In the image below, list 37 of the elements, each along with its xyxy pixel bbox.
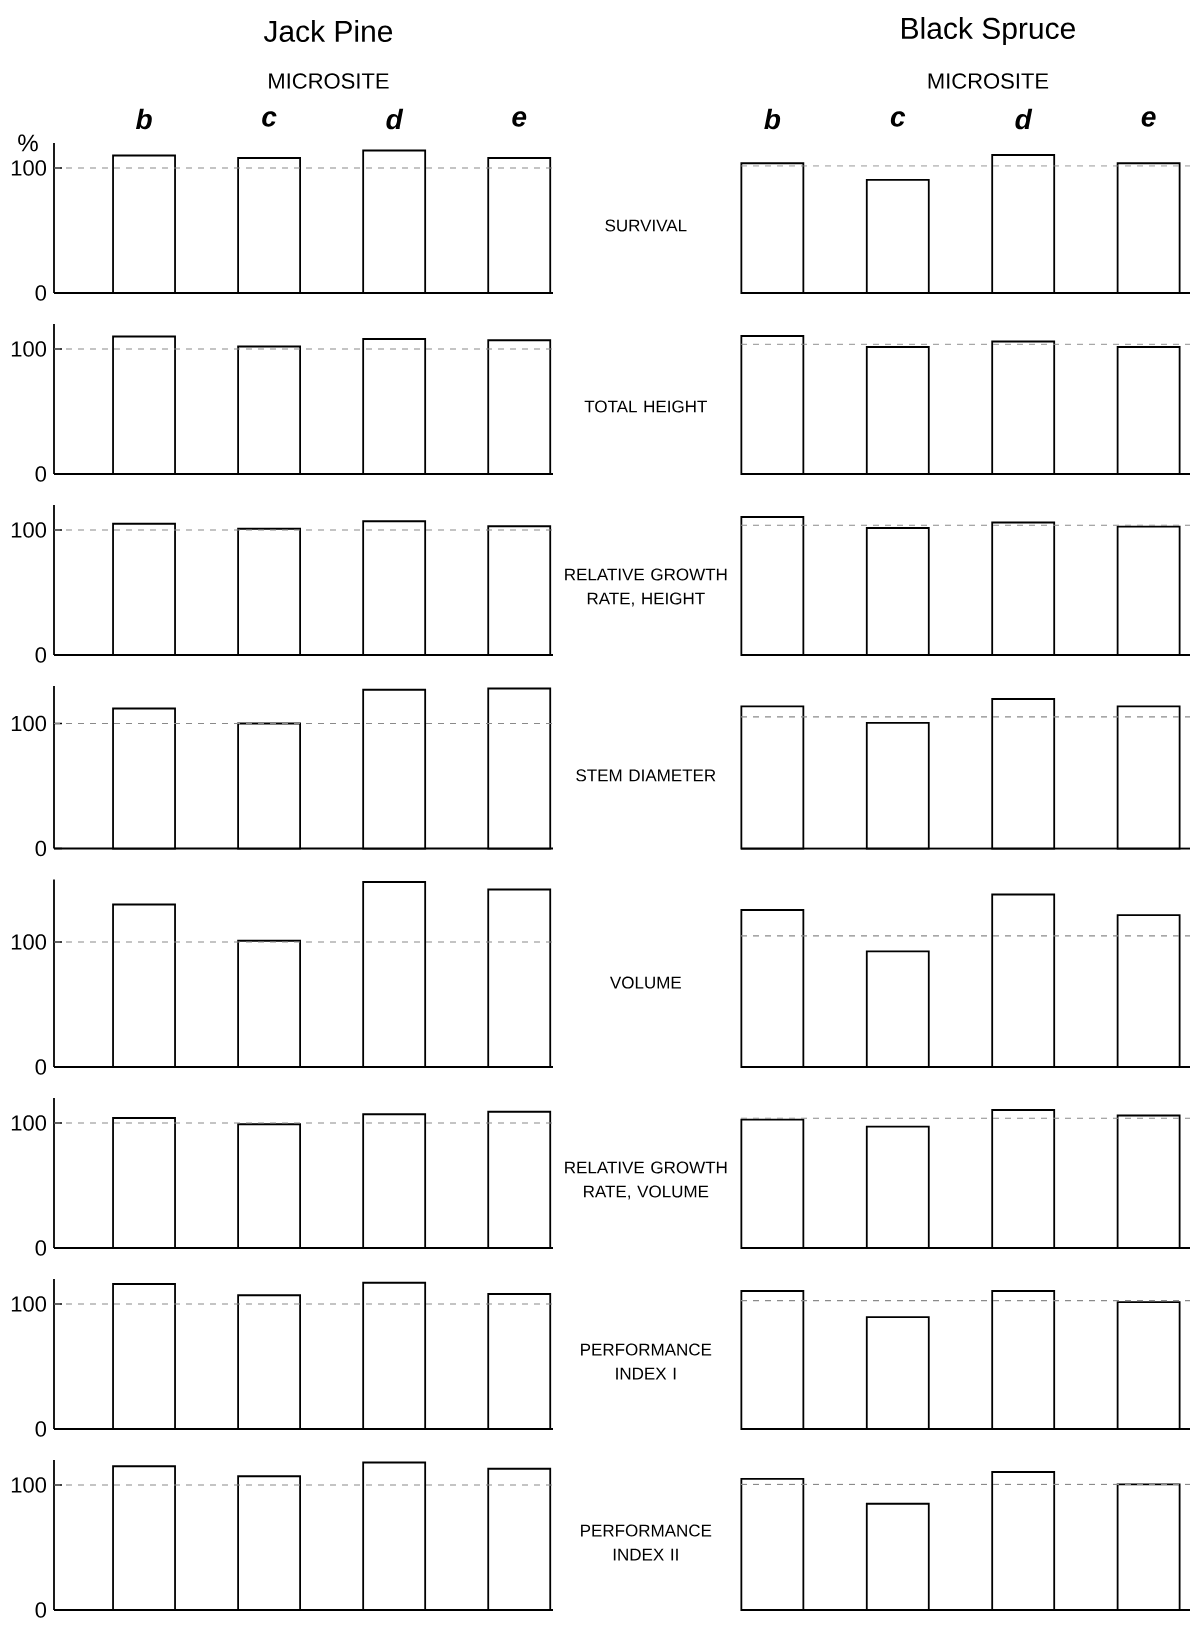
x-tick-label: d (1015, 108, 1033, 130)
y-tick-label: 0 (35, 840, 47, 857)
text: RELATIVE GROWTH RATE, HEIGHT (565, 568, 727, 607)
y-tick-label: 0 (35, 285, 47, 301)
y-axis-title: % (18, 134, 38, 152)
y-tick-label: 100 (11, 1115, 47, 1131)
y-tick-label: 100 (11, 1296, 47, 1312)
y-tick-label: 0 (35, 647, 47, 663)
x-tick-label: b (135, 108, 152, 130)
x-tick-label: c (262, 111, 277, 127)
y-tick-label: 0 (35, 1602, 47, 1618)
y-tick-label: 100 (11, 1477, 47, 1493)
chart-title: Jack Pine (263, 19, 393, 42)
text: PERFORMANCE INDEX II (581, 1524, 712, 1561)
text: RELATIVE GROWTH RATE, VOLUME (565, 1161, 727, 1200)
text: VOLUME (609, 976, 681, 989)
y-tick-label: 100 (11, 934, 47, 950)
y-tick-label: 0 (35, 1059, 47, 1075)
y-tick-label: 100 (11, 522, 47, 538)
x-tick-label: e (1141, 111, 1156, 127)
y-tick-label: 100 (11, 160, 47, 176)
x-tick-label: c (890, 111, 906, 127)
x-tick-label: e (512, 111, 527, 127)
chart-title: Black Spruce (902, 17, 1075, 45)
chart-subtitle: MICROSITE (928, 73, 1049, 89)
y-tick-label: 0 (35, 1240, 47, 1256)
y-tick-label: 0 (35, 466, 47, 482)
chart-subtitle: MICROSITE (269, 73, 389, 89)
text: PERFORMANCE INDEX I (581, 1343, 712, 1380)
text: TOTAL HEIGHT (584, 400, 707, 413)
y-tick-label: 100 (11, 341, 47, 357)
y-tick-label: 100 (11, 715, 47, 732)
text: STEM DIAMETER (576, 769, 716, 782)
x-tick-label: d (386, 108, 404, 130)
y-tick-label: 0 (35, 1421, 47, 1437)
x-tick-label: b (764, 108, 781, 130)
text: SURVIVAL (605, 219, 687, 232)
